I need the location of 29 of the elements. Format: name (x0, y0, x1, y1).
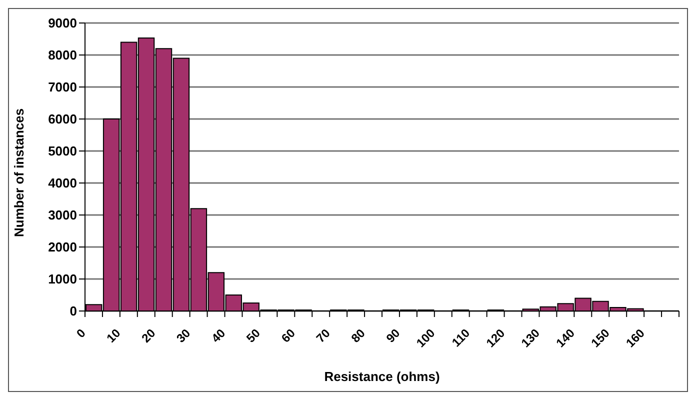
x-tick-label: 120 (484, 326, 508, 350)
x-tick-label: 0 (74, 326, 89, 341)
y-tick-label: 1000 (48, 272, 77, 287)
x-tick-label: 160 (623, 326, 648, 350)
x-tick-label: 130 (518, 326, 543, 350)
x-tick-label: 80 (348, 326, 368, 346)
y-axis-title: Number of instances (12, 108, 27, 237)
x-axis-title: Resistance (ohms) (324, 369, 440, 384)
y-tick-label: 9000 (48, 16, 77, 31)
y-tick-label: 2000 (48, 240, 77, 255)
x-tick-label: 140 (553, 326, 578, 350)
x-tick-label: 50 (244, 326, 264, 346)
y-tick-label: 3000 (48, 208, 77, 223)
x-tick-label: 40 (208, 326, 228, 346)
y-tick-label: 8000 (48, 48, 77, 63)
y-tick-label: 0 (70, 304, 77, 319)
y-tick-label: 5000 (48, 144, 77, 159)
x-tick-label: 150 (588, 326, 613, 350)
x-tick-label: 20 (138, 326, 158, 346)
y-tick-label: 7000 (48, 80, 77, 95)
x-tick-label: 100 (414, 326, 438, 350)
x-tick-label: 90 (383, 326, 403, 346)
x-tick-label: 30 (174, 326, 194, 346)
x-tick-label: 70 (314, 326, 334, 346)
y-tick-label: 6000 (48, 112, 77, 127)
x-tick-label: 110 (449, 326, 473, 350)
x-tick-label: 10 (104, 326, 124, 346)
x-tick-label: 60 (278, 326, 298, 346)
y-tick-label: 4000 (48, 176, 77, 191)
